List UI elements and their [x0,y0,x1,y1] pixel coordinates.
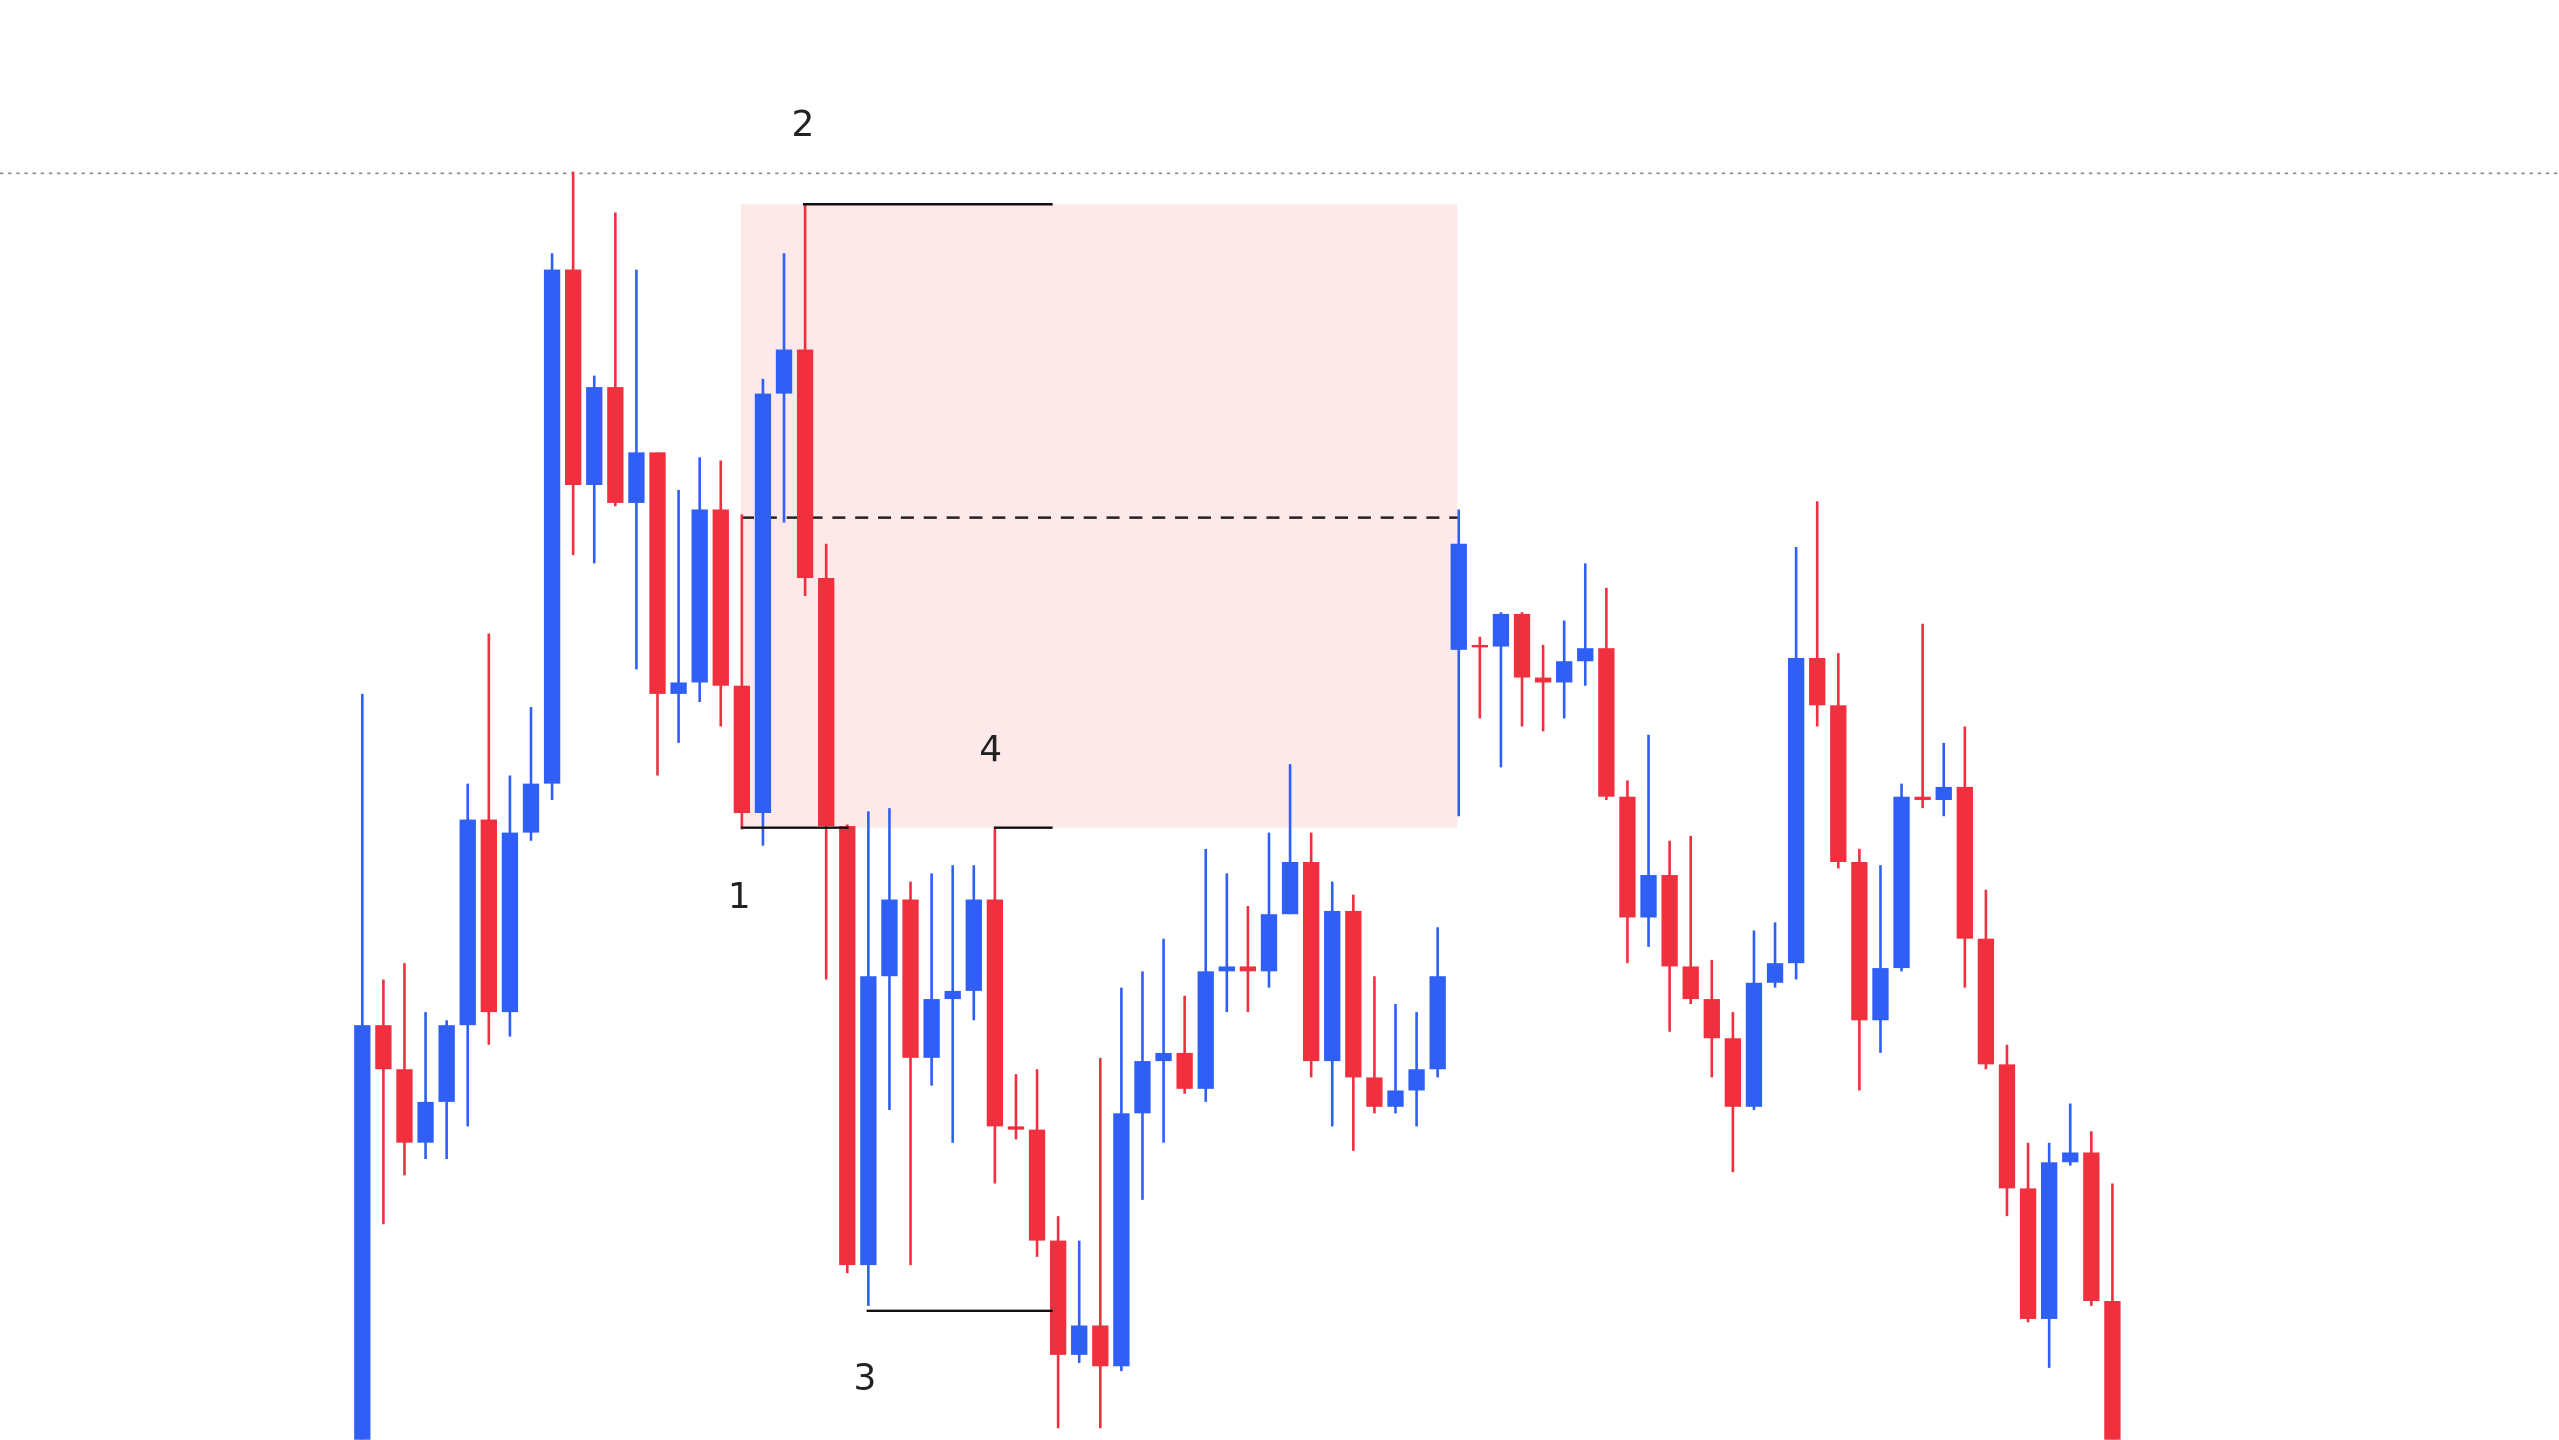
candle-body [712,509,729,686]
candle-body [2019,1188,2037,1319]
candle-body [1218,966,1235,972]
candle-body [1745,982,1763,1107]
candle-body [1872,968,1889,1021]
candle-body [396,1069,413,1143]
candle-body [1281,861,1299,915]
candle-body [1176,1052,1193,1089]
candle-body [1577,648,1594,662]
candle-body [1640,875,1657,918]
candle-body [2040,1162,2058,1319]
level-label: 1 [728,876,751,917]
candle-body [1619,796,1636,918]
candle-body [1387,1090,1404,1107]
candle-body [2104,1300,2121,1440]
candle-body [1345,910,1362,1078]
candle-body [1028,1129,1046,1241]
candle-body [480,819,497,1013]
candle-body [733,685,751,814]
candle-body [1935,786,1952,800]
candle-body [565,269,582,485]
candle-body [1956,786,1973,939]
candle-body [1092,1325,1109,1367]
candle-body [1239,966,1257,972]
candle-body [2062,1152,2079,1163]
candle-body [1513,613,1531,678]
candle-body [1703,999,1720,1039]
candle-body [860,976,877,1266]
candle-body [628,452,645,503]
candle-body [459,819,476,1026]
candle-body [1071,1325,1088,1355]
candle-body [1049,1240,1067,1355]
candle-body [1977,938,1995,1065]
candle-body [1429,976,1446,1070]
candle-body [1598,648,1615,797]
candle-body [1830,705,1847,862]
candle-body [1113,1113,1130,1367]
candle-body [1893,796,1910,969]
level-label: 2 [792,104,815,145]
candle-body [1998,1064,2016,1189]
level-label: 4 [979,729,1002,770]
candle-body [1155,1052,1172,1062]
candle-body [543,269,561,784]
candle-body [417,1101,434,1143]
candle-body [1260,914,1278,972]
candle-body [501,832,519,1013]
candle-body [1324,910,1341,1062]
candle-body [944,990,961,1000]
candle-body [1787,657,1805,964]
candle-body [438,1025,455,1102]
candle-body [1682,966,1699,1000]
candle-body [1134,1061,1151,1114]
candle-body [375,1025,392,1070]
candle-body [670,682,687,694]
candle-body [691,509,708,683]
candle-body [586,387,603,485]
level-label: 3 [854,1357,877,1398]
candle-body [796,349,814,579]
candle-body [1766,963,1784,983]
candle-body [354,1025,371,1440]
candle-body [881,899,898,977]
candle-body [1914,796,1931,800]
candle-body [923,999,940,1058]
candle-body [1661,875,1678,967]
candle-body [839,826,856,1266]
candle-body [965,899,982,991]
candle-body [775,349,793,394]
candle-body [1809,657,1826,706]
candle-body [522,783,540,833]
zone [740,204,1458,828]
candle-body [1007,1126,1025,1130]
candle-body [1492,613,1510,647]
candle-body [1556,661,1573,683]
candle-body [1408,1069,1425,1091]
candle-body [1197,971,1214,1089]
candle-body [607,387,624,503]
candle-body [1724,1038,1742,1107]
candle-body [902,899,919,1058]
candle-body [2083,1152,2100,1301]
candle-body [986,899,1004,1127]
candle-body [1450,543,1467,650]
candle-body [1366,1077,1383,1107]
candle-body [1534,677,1552,683]
candle-body [818,578,835,827]
candle-body [754,393,772,814]
candle-body [1471,644,1489,648]
candle-body [1303,861,1320,1062]
candle-body [649,452,666,694]
candle-body [1851,861,1868,1021]
